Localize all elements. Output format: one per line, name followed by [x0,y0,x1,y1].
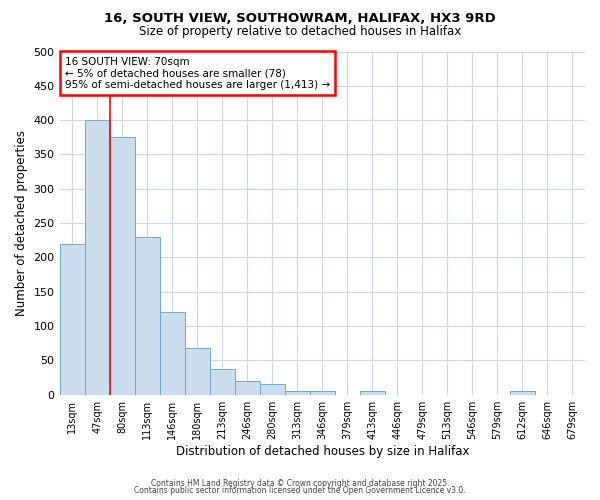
Bar [260,384,285,394]
Bar [85,120,110,394]
Bar [160,312,185,394]
Text: 16, SOUTH VIEW, SOUTHOWRAM, HALIFAX, HX3 9RD: 16, SOUTH VIEW, SOUTHOWRAM, HALIFAX, HX3… [104,12,496,26]
Bar [59,244,85,394]
Bar [360,392,385,394]
Bar [185,348,209,395]
Bar [209,368,235,394]
Text: Size of property relative to detached houses in Halifax: Size of property relative to detached ho… [139,25,461,38]
Bar [134,237,160,394]
Text: Contains public sector information licensed under the Open Government Licence v3: Contains public sector information licen… [134,486,466,495]
X-axis label: Distribution of detached houses by size in Halifax: Distribution of detached houses by size … [176,444,469,458]
Text: 16 SOUTH VIEW: 70sqm
← 5% of detached houses are smaller (78)
95% of semi-detach: 16 SOUTH VIEW: 70sqm ← 5% of detached ho… [65,56,330,90]
Text: Contains HM Land Registry data © Crown copyright and database right 2025.: Contains HM Land Registry data © Crown c… [151,478,449,488]
Y-axis label: Number of detached properties: Number of detached properties [15,130,28,316]
Bar [235,381,260,394]
Bar [310,392,335,394]
Bar [510,392,535,394]
Bar [110,138,134,394]
Bar [285,392,310,394]
